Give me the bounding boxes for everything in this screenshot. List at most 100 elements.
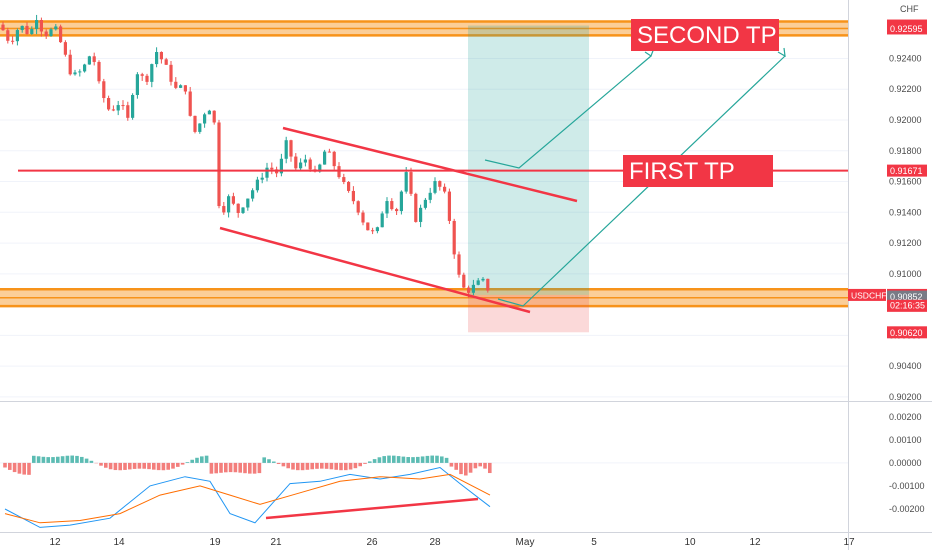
candle-body bbox=[232, 196, 235, 204]
candle-body bbox=[289, 140, 292, 156]
countdown-label: 02:16:35 bbox=[890, 300, 925, 310]
candle-body bbox=[376, 227, 379, 231]
macd-histogram-bar bbox=[272, 462, 276, 463]
macd-histogram-bar bbox=[190, 460, 194, 463]
candle-body bbox=[294, 157, 297, 169]
macd-histogram-bar bbox=[61, 456, 65, 463]
macd-histogram-bar bbox=[253, 463, 257, 474]
macd-histogram-bar bbox=[32, 456, 36, 463]
macd-histogram-bar bbox=[459, 463, 463, 474]
macd-histogram-bar bbox=[114, 463, 118, 470]
symbol-tag-label: USDCHF bbox=[851, 290, 886, 300]
candle-body bbox=[222, 206, 225, 212]
macd-histogram-bar bbox=[75, 456, 79, 463]
macd-histogram-bar bbox=[368, 461, 372, 462]
x-tick-label: 10 bbox=[684, 537, 696, 548]
price-tag-label: 0.90620 bbox=[890, 328, 923, 338]
macd-histogram-bar bbox=[205, 456, 209, 463]
macd-histogram-bar bbox=[358, 463, 362, 466]
macd-histogram-bar bbox=[277, 463, 281, 464]
macd-histogram-bar bbox=[402, 457, 406, 463]
macd-histogram-bar bbox=[478, 463, 482, 466]
macd-histogram-bar bbox=[90, 461, 94, 463]
candle-body bbox=[78, 71, 81, 72]
macd-histogram-bar bbox=[349, 463, 353, 470]
candle-body bbox=[126, 105, 129, 118]
candle-body bbox=[467, 288, 470, 293]
macd-histogram-bar bbox=[229, 463, 233, 472]
candle-body bbox=[11, 41, 14, 42]
candle-body bbox=[270, 168, 273, 170]
macd-histogram-bar bbox=[406, 457, 410, 463]
candle-body bbox=[438, 181, 441, 187]
candle-body bbox=[323, 152, 326, 165]
candle-body bbox=[371, 230, 374, 231]
macd-histogram-bar bbox=[320, 463, 324, 469]
candle-body bbox=[174, 82, 177, 88]
candle-body bbox=[405, 172, 408, 192]
candle-body bbox=[333, 152, 336, 166]
macd-histogram-bar bbox=[445, 458, 449, 463]
price-tag-label: 0.92595 bbox=[890, 24, 923, 34]
candle-body bbox=[30, 29, 33, 34]
macd-histogram-bar bbox=[109, 463, 113, 469]
y-tick-label: 0.91000 bbox=[889, 269, 922, 279]
y-tick-label: 0.92000 bbox=[889, 115, 922, 125]
candle-body bbox=[189, 92, 192, 116]
macd-histogram-bar bbox=[330, 463, 334, 469]
candle-body bbox=[69, 55, 72, 75]
candle-body bbox=[472, 285, 475, 293]
candle-body bbox=[184, 85, 187, 91]
macd-histogram-bar bbox=[291, 463, 295, 470]
x-tick-label: 28 bbox=[429, 537, 441, 548]
candle-body bbox=[246, 199, 249, 208]
candle-body bbox=[381, 213, 384, 227]
macd-histogram-bar bbox=[392, 456, 396, 463]
macd-histogram-bar bbox=[450, 463, 454, 467]
x-tick-label: 17 bbox=[843, 537, 855, 548]
y-tick-label: 0.92200 bbox=[889, 84, 922, 94]
candle-body bbox=[285, 140, 288, 159]
macd-histogram-bar bbox=[166, 463, 170, 470]
macd-histogram-bar bbox=[267, 459, 271, 463]
macd-line bbox=[5, 468, 490, 528]
macd-histogram-bar bbox=[339, 463, 343, 470]
candle-body bbox=[73, 72, 76, 74]
candle-body bbox=[361, 213, 364, 223]
candle-body bbox=[16, 30, 19, 41]
macd-histogram-bar bbox=[85, 459, 89, 463]
candle-body bbox=[409, 172, 412, 194]
macd-histogram-bar bbox=[430, 456, 434, 463]
macd-histogram-bar bbox=[224, 463, 228, 472]
macd-histogram-bar bbox=[248, 463, 252, 474]
macd-histogram-bar bbox=[301, 463, 305, 470]
macd-histogram-bar bbox=[344, 463, 348, 470]
macd-histogram-bar bbox=[66, 456, 70, 463]
candle-body bbox=[203, 114, 206, 123]
candle-body bbox=[145, 76, 148, 82]
macd-histogram-bar bbox=[70, 456, 74, 463]
candle-body bbox=[347, 182, 350, 191]
divergence-line bbox=[266, 499, 478, 518]
candle-body bbox=[433, 181, 436, 193]
macd-histogram-bar bbox=[22, 463, 26, 475]
y-tick-label: 0.91800 bbox=[889, 146, 922, 156]
macd-histogram-bar bbox=[186, 462, 190, 463]
y-tick-label: 0.92400 bbox=[889, 53, 922, 63]
macd-histogram-bar bbox=[171, 463, 175, 469]
macd-histogram-bar bbox=[315, 463, 319, 469]
macd-histogram-bar bbox=[411, 457, 415, 463]
candle-body bbox=[481, 279, 484, 281]
macd-histogram-bar bbox=[27, 463, 31, 475]
candle-body bbox=[155, 52, 158, 64]
candle-body bbox=[227, 196, 230, 212]
macd-histogram-bar bbox=[483, 463, 487, 469]
macd-histogram-bar bbox=[363, 463, 367, 464]
macd-histogram-bar bbox=[397, 456, 401, 463]
macd-histogram-bar bbox=[378, 457, 382, 463]
macd-histogram-bar bbox=[440, 456, 444, 462]
macd-histogram-bar bbox=[416, 457, 420, 463]
macd-histogram-bar bbox=[8, 463, 12, 470]
candle-body bbox=[304, 159, 307, 162]
